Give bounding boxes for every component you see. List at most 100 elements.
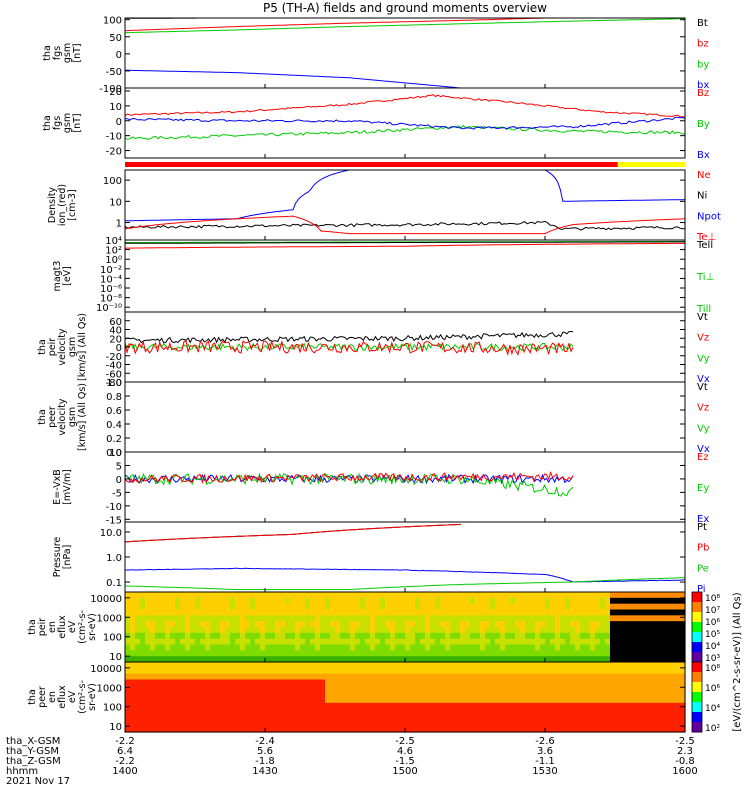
heatmap-cell [300, 644, 306, 651]
heatmap-cell [230, 726, 236, 733]
heatmap-cell [420, 603, 426, 611]
heatmap-cell [390, 708, 396, 716]
heatmap-cell [630, 667, 636, 675]
heatmap-cell [150, 644, 156, 651]
heatmap-cell [380, 679, 386, 686]
heatmap-cell [530, 708, 536, 716]
heatmap-cell [360, 685, 366, 692]
heatmap-cell [230, 615, 236, 622]
y-axis-label-line: [eV] [62, 266, 73, 286]
heatmap-cell [435, 638, 441, 646]
heatmap-cell [290, 697, 296, 704]
heatmap-cell [520, 691, 526, 698]
legend-entry: Vy [697, 353, 710, 364]
heatmap-cell [160, 714, 166, 721]
heatmap-cell [415, 685, 421, 692]
heatmap-cell [470, 644, 476, 651]
heatmap-cell [375, 644, 381, 651]
heatmap-cell [275, 720, 281, 727]
heatmap-cell [355, 702, 361, 710]
heatmap-cell [430, 697, 436, 704]
heatmap-cell [150, 662, 156, 669]
heatmap-cell [425, 638, 431, 646]
heatmap-cell [575, 650, 581, 657]
heatmap-cell [265, 702, 271, 710]
heatmap-cell [300, 650, 306, 657]
heatmap-cell [135, 708, 141, 716]
heatmap-cell [620, 638, 626, 646]
heatmap-cell [400, 603, 406, 611]
heatmap-cell [515, 720, 521, 727]
heatmap-cell [165, 702, 171, 710]
colorbar-segment [692, 712, 702, 723]
heatmap-cell [675, 603, 681, 611]
heatmap-cell [290, 708, 296, 716]
heatmap-cell [380, 615, 386, 622]
heatmap-cell [190, 685, 196, 692]
y-tick-label: -10 [106, 132, 122, 143]
heatmap-cell [155, 702, 161, 710]
heatmap-cell [410, 609, 416, 616]
heatmap-cell [495, 720, 501, 727]
heatmap-cell [160, 597, 166, 605]
heatmap-cell [360, 726, 366, 733]
heatmap-cell [600, 662, 606, 669]
heatmap-cell [550, 615, 556, 622]
heatmap-cell [555, 597, 561, 605]
heatmap-cell [515, 632, 521, 640]
heatmap-cell [355, 597, 361, 605]
heatmap-cell [270, 592, 276, 599]
heatmap-cell [390, 656, 396, 663]
heatmap-cell [385, 720, 391, 727]
heatmap-cell [580, 638, 586, 646]
heatmap-cell [285, 726, 291, 733]
heatmap-cell [480, 656, 486, 663]
heatmap-cell [650, 662, 656, 669]
heatmap-cell [200, 679, 206, 686]
heatmap-cell [210, 615, 216, 622]
heatmap-cell [490, 632, 496, 640]
heatmap-cell [150, 708, 156, 716]
heatmap-cell [290, 621, 296, 628]
heatmap-cell [270, 726, 276, 733]
heatmap-cell [500, 697, 506, 704]
heatmap-cell [490, 621, 496, 628]
heatmap-cell [545, 650, 551, 657]
heatmap-cell [600, 627, 606, 634]
heatmap-cell [220, 720, 226, 727]
heatmap-cell [135, 720, 141, 727]
heatmap-cell [535, 621, 541, 628]
heatmap-cell [295, 691, 301, 698]
heatmap-cell [550, 673, 556, 681]
heatmap-cell [205, 609, 211, 616]
heatmap-cell [470, 656, 476, 663]
heatmap-cell [290, 662, 296, 669]
heatmap-cell [585, 656, 591, 663]
heatmap-cell [675, 621, 681, 628]
heatmap-cell [375, 627, 381, 634]
heatmap-cell [255, 714, 261, 721]
heatmap-cell [235, 714, 241, 721]
heatmap-cell [565, 615, 571, 622]
y-axis-label-line: eflux [57, 615, 68, 639]
heatmap-cell [365, 708, 371, 716]
heatmap-cell [400, 592, 406, 599]
heatmap-cell [495, 638, 501, 646]
y-tick-label: 10 [109, 722, 122, 733]
heatmap-cell [590, 650, 596, 657]
heatmap-cell [520, 662, 526, 669]
heatmap-cell [500, 609, 506, 616]
heatmap-cell [625, 685, 631, 692]
heatmap-cell [575, 597, 581, 605]
heatmap-cell [675, 697, 681, 704]
heatmap-cell [490, 656, 496, 663]
heatmap-cell [595, 685, 601, 692]
y-tick-label: -20 [106, 352, 122, 363]
heatmap-cell [665, 650, 671, 657]
y-tick-label: 10.0 [100, 528, 122, 539]
heatmap-cell [315, 697, 321, 704]
heatmap-cell [590, 656, 596, 663]
heatmap-cell [415, 609, 421, 616]
